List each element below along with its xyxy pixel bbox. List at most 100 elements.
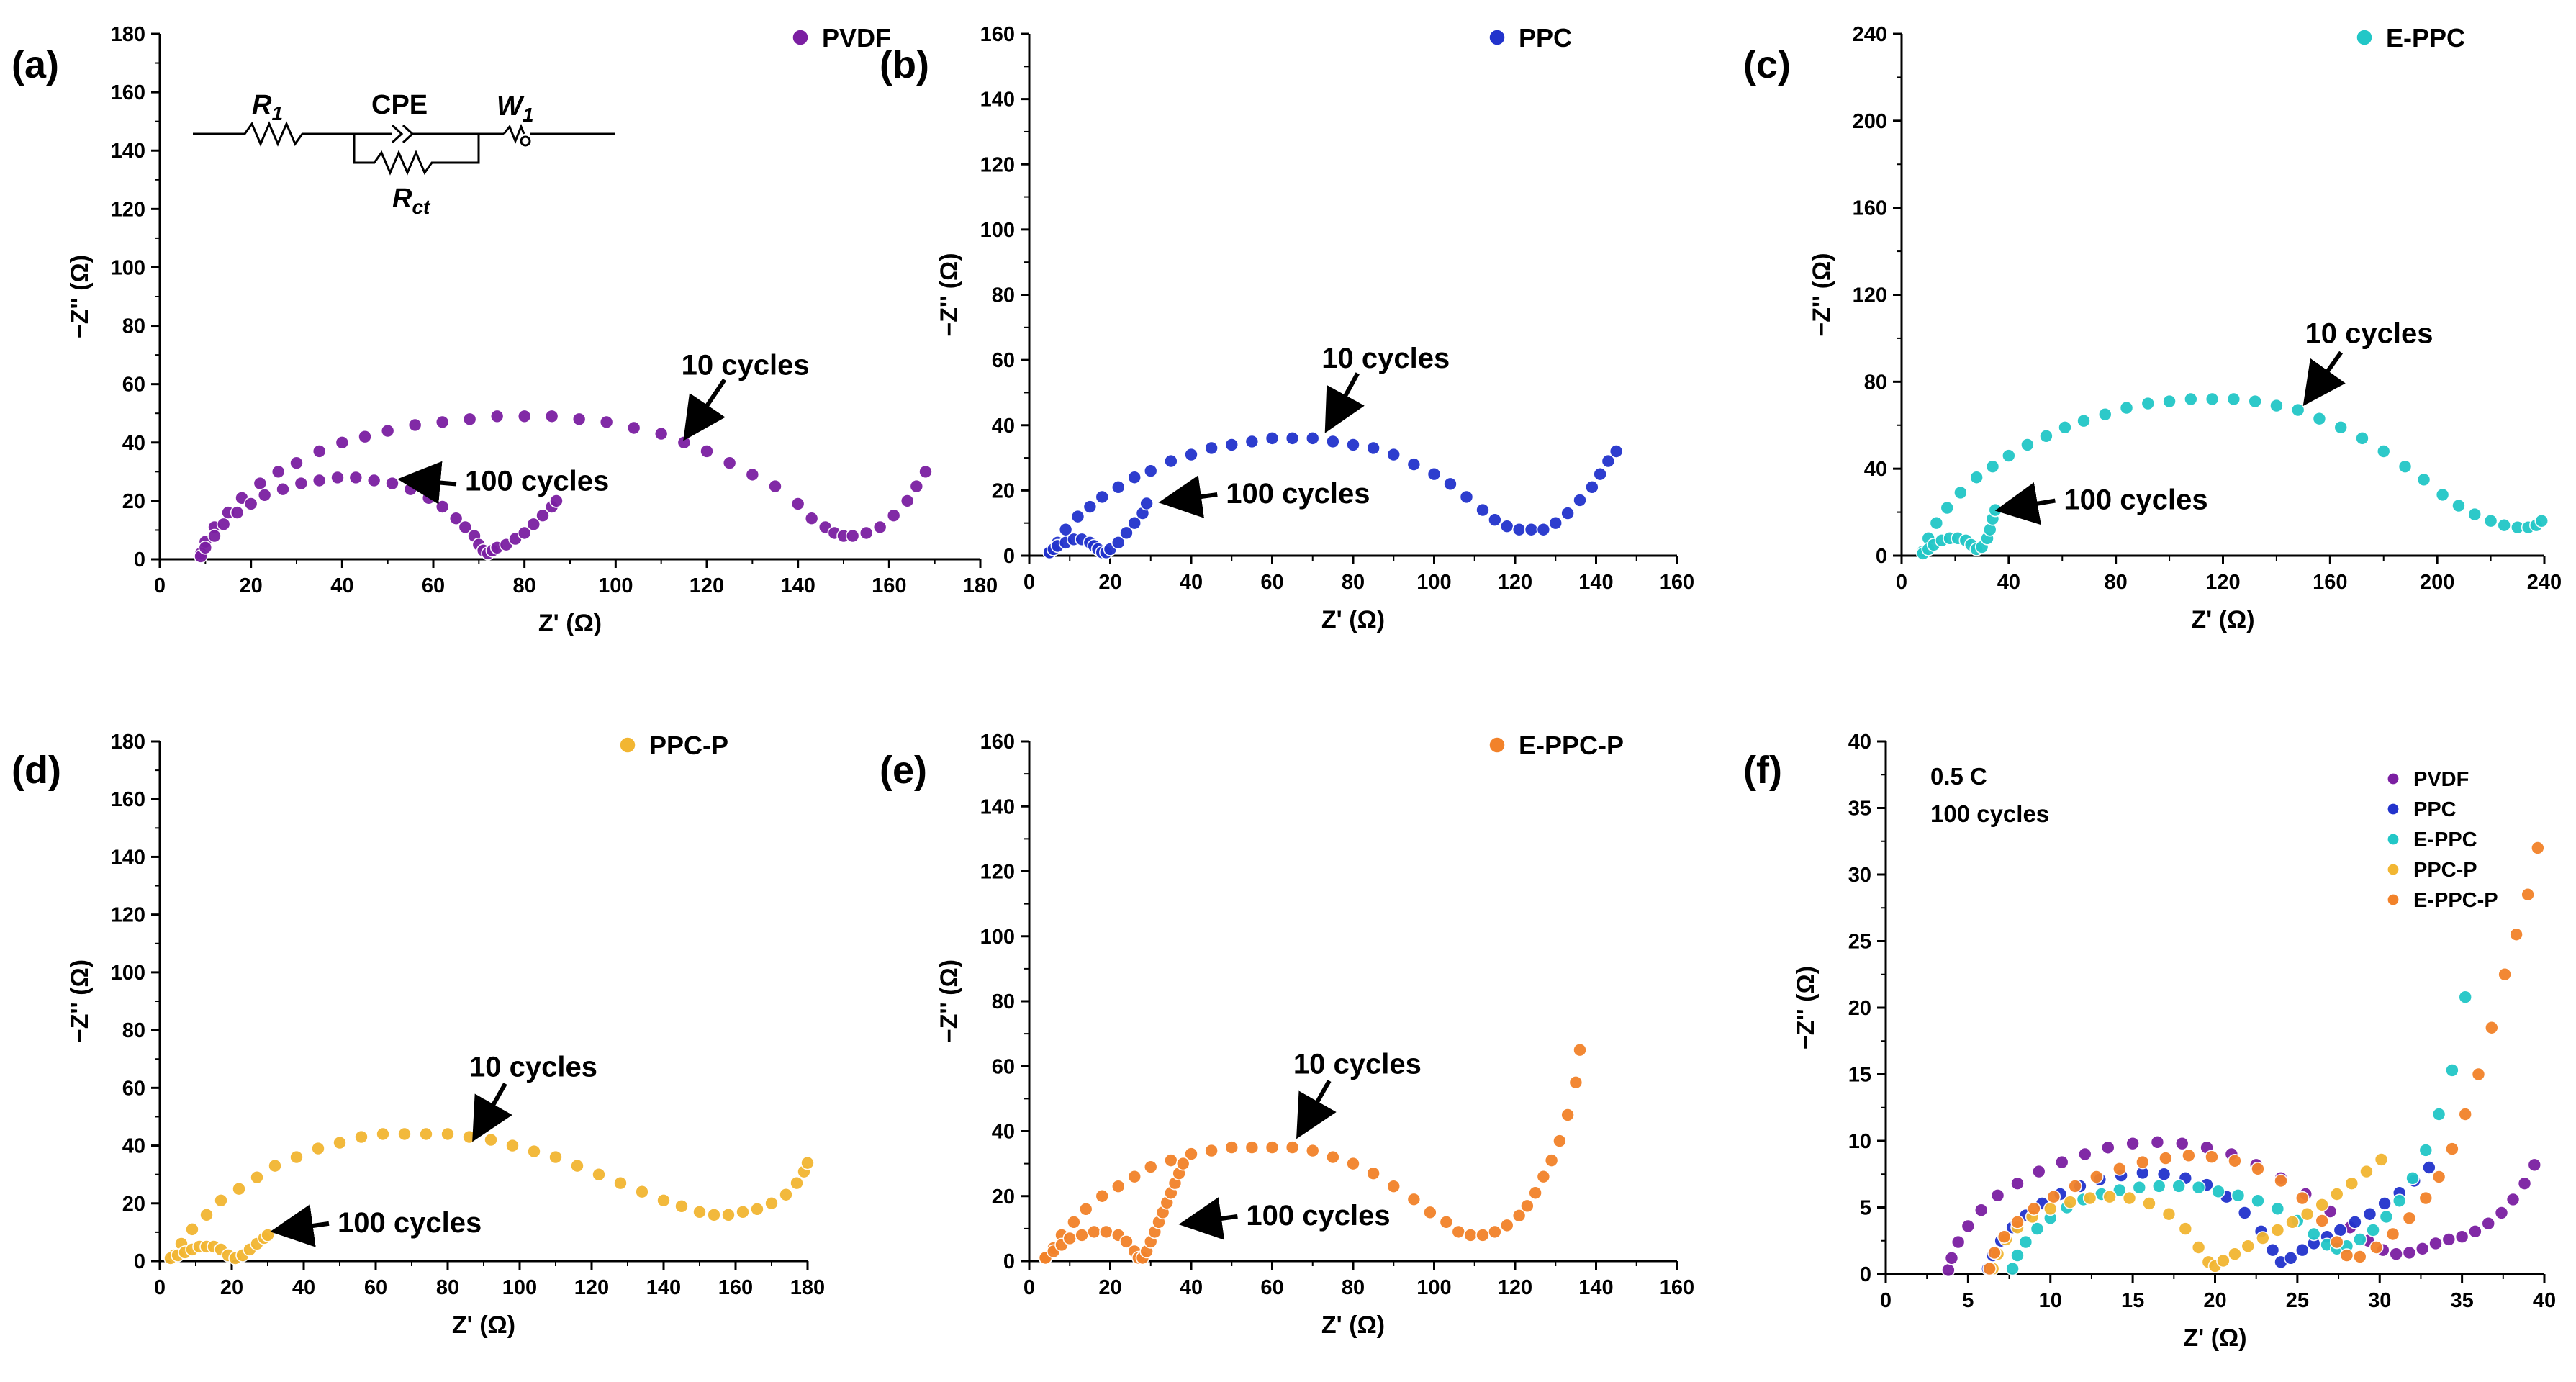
data-point: [635, 1184, 649, 1199]
x-tick-label: 40: [1180, 1276, 1203, 1299]
data-point: [2534, 513, 2549, 528]
x-tick-label: 100: [502, 1276, 537, 1299]
x-tick-label: 140: [1578, 1276, 1613, 1299]
y-tick-label: 35: [1848, 798, 1871, 821]
legend-label: PVDF: [2413, 768, 2469, 791]
data-point: [2018, 1234, 2033, 1250]
x-tick-label: 0: [1023, 571, 1035, 594]
data-point: [2348, 1215, 2362, 1229]
data-point: [366, 473, 381, 488]
annotation-label: 100 cycles: [1246, 1200, 1390, 1232]
data-point: [544, 409, 559, 424]
data-point: [2353, 1250, 2367, 1264]
data-point: [1285, 1140, 1300, 1155]
annotation-arrow: [1994, 482, 2056, 525]
annotation: 10 cycles: [682, 350, 810, 441]
legend: E-PPC-P: [1488, 731, 1624, 760]
data-point: [700, 444, 714, 459]
data-point: [1443, 477, 1458, 492]
data-point: [2285, 1215, 2300, 1229]
data-point: [745, 467, 760, 482]
data-point: [592, 1167, 606, 1182]
data-point: [1265, 1140, 1280, 1155]
data-point: [517, 409, 532, 424]
data-point: [2531, 841, 2545, 855]
y-tick-label: 120: [980, 861, 1015, 884]
data-point: [2445, 1142, 2459, 1156]
y-tick-label: 0: [1003, 545, 1015, 568]
x-tick-label: 160: [718, 1276, 753, 1299]
data-point: [2509, 927, 2523, 942]
data-point: [1463, 1228, 1478, 1242]
x-tick-label: 80: [1342, 571, 1365, 594]
data-point: [1139, 496, 1154, 511]
x-tick-label: 240: [2527, 571, 2562, 594]
x-tick-label: 160: [1660, 1276, 1694, 1299]
data-point: [909, 479, 924, 494]
data-point: [1439, 1215, 1454, 1229]
data-point: [1062, 1231, 1077, 1246]
data-point: [1305, 1143, 1320, 1158]
series-10-cycles: [1915, 392, 2549, 559]
data-point: [2458, 1107, 2472, 1121]
data-point: [2333, 420, 2349, 435]
y-tick-label: 80: [1864, 371, 1887, 394]
legend-label: E-PPC: [2413, 828, 2477, 852]
x-tick-label: 0: [154, 1276, 166, 1299]
data-point: [1560, 1108, 1575, 1122]
data-point: [2226, 392, 2241, 407]
data-point: [2184, 392, 2198, 407]
data-point: [790, 1175, 804, 1191]
circuit-w1-subscript: 1: [523, 104, 534, 126]
data-point: [677, 435, 692, 450]
y-tick-label: 20: [992, 479, 1015, 502]
data-point: [2306, 1227, 2321, 1242]
data-point: [2256, 1231, 2270, 1245]
x-tick-label: 35: [2450, 1289, 2473, 1312]
x-tick-label: 40: [330, 574, 353, 597]
legend: E-PPC: [2356, 23, 2465, 53]
y-tick-label: 100: [980, 926, 1015, 949]
data-point: [276, 482, 290, 497]
data-point: [403, 482, 418, 497]
data-point: [289, 1150, 304, 1165]
data-point: [2385, 1227, 2400, 1242]
y-axis-label: −Z'' (Ω): [1808, 253, 1835, 336]
data-point: [2467, 507, 2482, 522]
data-point: [1224, 438, 1239, 452]
legend: PPC-P: [619, 731, 728, 760]
data-point: [2418, 1191, 2433, 1206]
data-point: [2471, 1067, 2486, 1082]
annotation-arrow: [2302, 351, 2346, 407]
panel-label: (d): [12, 749, 61, 792]
data-point: [2020, 438, 2035, 452]
data-point: [1119, 525, 1134, 541]
data-point: [1184, 1147, 1198, 1161]
data-point: [1573, 1042, 1587, 1057]
data-point: [527, 1144, 541, 1159]
legend: PVDF PPC E-PPC PPC-P E-PPC-P: [2387, 768, 2498, 912]
circuit-r1-symbol: R: [252, 90, 272, 120]
x-tick-label: 10: [2039, 1289, 2062, 1312]
data-point: [2428, 1236, 2443, 1251]
y-tick-label: 25: [1848, 931, 1871, 954]
data-point: [2191, 1240, 2206, 1255]
condition-label: 100 cycles: [1930, 800, 2049, 827]
data-point: [397, 1126, 412, 1142]
data-point: [2174, 1136, 2189, 1151]
data-point: [768, 479, 782, 494]
data-point: [1164, 1153, 1178, 1168]
data-point: [462, 1129, 476, 1144]
data-point: [526, 517, 541, 532]
data-point: [674, 1198, 689, 1214]
series-e-ppc: [2005, 990, 2472, 1276]
x-tick-label: 160: [872, 574, 906, 597]
y-tick-label: 180: [111, 23, 145, 46]
x-tick-label: 80: [1342, 1276, 1365, 1299]
y-tick-label: 100: [111, 256, 145, 279]
data-point: [1987, 1245, 2002, 1260]
data-point: [1326, 434, 1340, 449]
data-point: [505, 1138, 520, 1153]
data-point: [1475, 502, 1490, 518]
